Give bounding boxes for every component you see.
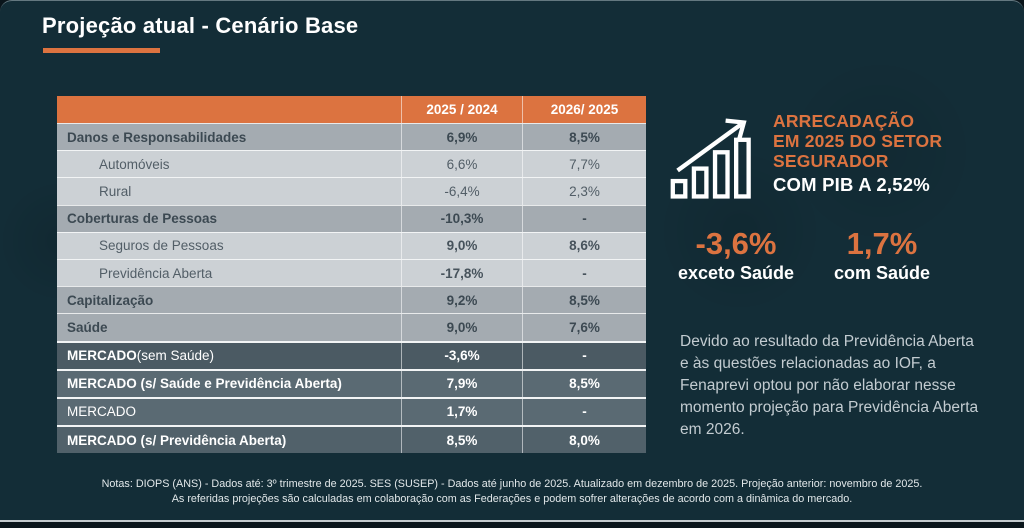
row-label: Previdência Aberta [57,259,402,287]
row-label: Saúde [57,314,402,341]
value-2025-2024: -17,8% [402,259,523,287]
row-label: Automóveis [57,151,402,178]
row-label: MERCADO (s/ Previdência Aberta) [57,427,402,454]
value-2025-2024: 7,9% [402,370,523,397]
page-title: Projeção atual - Cenário Base [42,13,359,38]
highlight-heading: ARRECADAÇÃO EM 2025 DO SETOR SEGURADOR [773,111,1013,171]
row-label: Seguros de Pessoas [57,232,402,259]
value-2026-2025: 8,5% [569,292,600,308]
value-2026-2025: 8,0% [569,432,600,448]
value-2026-2025: - [582,211,587,227]
row-label: Danos e Responsabilidades [57,124,402,151]
slide-bottom-edge [0,520,1024,522]
value-2025-2024: 9,0% [402,232,523,259]
value-2026-2025: 8,6% [569,238,600,254]
table-row: Rural -6,4% 2,3% [57,177,646,205]
title-underline [43,48,160,53]
highlight-heading-line1: ARRECADAÇÃO [773,111,915,131]
value-2026-2025: - [582,348,587,364]
projection-table: 2025 / 2024 2026/ 2025 Danos e Responsab… [57,96,646,454]
stat-value: -3,6% [695,226,777,261]
row-label: Capitalização [57,287,402,314]
row-label: Rural [57,178,402,205]
value-2026-2025: 7,7% [569,156,600,172]
highlight-heading-line2: EM 2025 DO SETOR [773,131,943,151]
table-row: Coberturas de Pessoas -10,3% - [57,204,646,232]
value-2025-2024: 9,0% [402,314,523,341]
stat-label: exceto Saúde [677,263,795,283]
value-2025-2024: 6,9% [402,124,523,151]
row-label: MERCADO (sem Saúde) [57,342,402,369]
table-header-row: 2025 / 2024 2026/ 2025 [57,96,646,123]
growth-bar-chart-icon [670,118,751,199]
row-label: MERCADO [57,398,402,426]
table-row: Saúde 9,0% 7,6% [57,313,646,341]
row-label: Coberturas de Pessoas [57,205,402,232]
highlight-subheading: COM PIB A 2,52% [773,174,930,195]
table-row: Previdência Aberta -17,8% - [57,258,646,287]
value-2026-2025: - [582,265,587,281]
table-row: Capitalização 9,2% 8,5% [57,286,646,314]
stat-value: 1,7% [846,226,918,261]
table-row: MERCADO 1,7% - [57,396,646,426]
table-row: Automóveis 6,6% 7,7% [57,150,646,178]
table-row: MERCADO (s/ Saúde e Previdência Aberta) 7… [57,368,646,397]
table-row: MERCADO (sem Saúde) -3,6% - [57,340,646,369]
value-2026-2025: 8,5% [569,376,600,392]
row-label: MERCADO (s/ Saúde e Previdência Aberta) [57,370,402,397]
stat-exceto-saude: -3,6% exceto Saúde [672,227,800,284]
highlight-heading-line3: SEGURADOR [773,151,889,171]
table-row: Danos e Responsabilidades 6,9% 8,5% [57,123,646,151]
value-2025-2024: 9,2% [402,287,523,314]
value-2026-2025: - [582,404,587,420]
value-2025-2024: -6,4% [402,178,523,205]
highlight-stats: -3,6% exceto Saúde 1,7% com Saúde [672,227,946,284]
header-empty-cell [57,96,402,123]
value-2025-2024: 8,5% [402,427,523,454]
stat-label: com Saúde [833,263,931,283]
value-2025-2024: -3,6% [402,342,523,369]
value-2026-2025: 2,3% [569,183,600,199]
value-2026-2025: 7,6% [569,319,600,335]
stat-com-saude: 1,7% com Saúde [818,227,946,284]
table-row: Seguros de Pessoas 9,0% 8,6% [57,231,646,259]
header-col-2026-2025: 2026/ 2025 [550,102,619,117]
value-2026-2025: 8,5% [569,129,600,145]
footnote-line1: Notas: DIOPS (ANS) - Dados até: 3º trime… [101,478,923,490]
value-2025-2024: 1,7% [402,398,523,426]
value-2025-2024: -10,3% [402,205,523,232]
header-col-2025-2024: 2025 / 2024 [402,96,523,123]
footnote-line2: As referidas projeções são calculadas em… [171,492,853,505]
footnotes: Notas: DIOPS (ANS) - Dados até: 3º trime… [0,477,1024,506]
value-2025-2024: 6,6% [402,151,523,178]
side-note-paragraph: Devido ao resultado da Previdência Abert… [680,333,979,438]
table-row: MERCADO (s/ Previdência Aberta) 8,5% 8,0% [57,425,646,454]
